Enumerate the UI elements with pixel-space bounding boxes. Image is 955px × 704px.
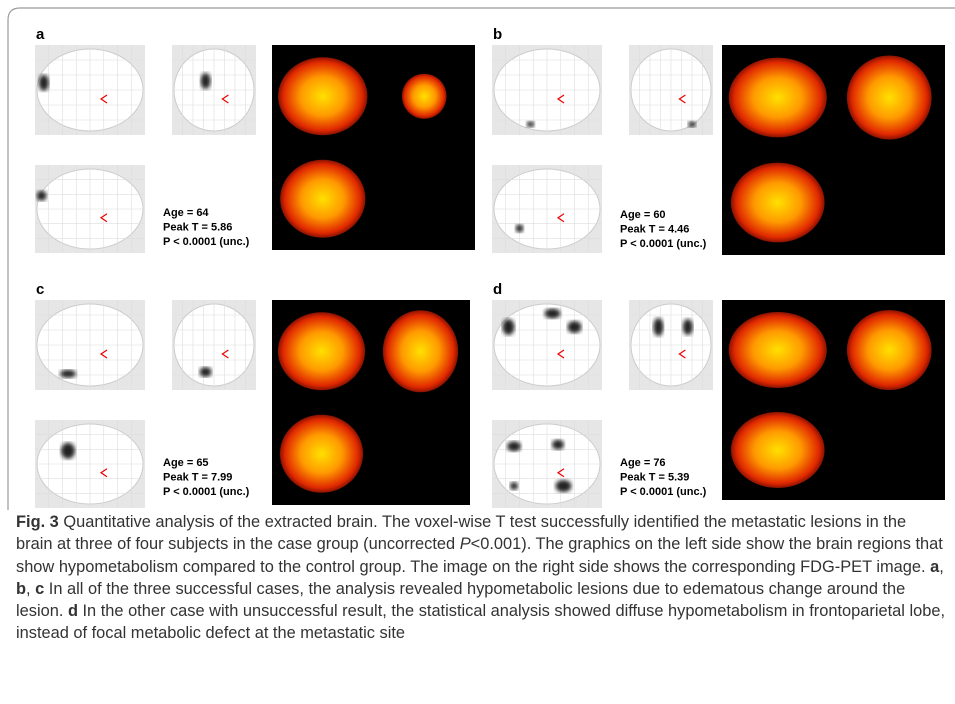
lesion-blob [37, 191, 47, 201]
lesion-blob [556, 480, 572, 492]
glass-brain [35, 300, 145, 390]
glass-brain [35, 165, 145, 253]
caption-label: Fig. 3 [16, 513, 59, 531]
glass-brain [629, 45, 713, 135]
stat-line: Age = 60 [620, 209, 666, 221]
stat-line: P < 0.0001 (unc.) [620, 238, 707, 250]
lesion-blob [61, 443, 75, 459]
panel-label: b [493, 26, 502, 43]
lesion-blob [60, 370, 76, 378]
caption-text: In the other case with unsuccessful resu… [16, 602, 945, 642]
stat-line: Age = 76 [620, 457, 666, 469]
lesion-blob [568, 321, 582, 333]
lesion-blob [527, 121, 535, 127]
lesion-blob [507, 441, 521, 451]
caption-text: , [939, 558, 944, 576]
panel-label: d [493, 281, 502, 298]
pet-slice [729, 58, 827, 138]
pet-slice [847, 56, 932, 140]
pet-slice [731, 163, 825, 243]
stat-line: Peak T = 5.86 [163, 222, 232, 234]
glass-brain [492, 300, 602, 390]
glass-brain [492, 420, 602, 508]
caption-text: b [16, 580, 26, 598]
pet-slice [847, 310, 932, 390]
glass-brain [172, 300, 256, 390]
caption-text: d [68, 602, 78, 620]
stat-line: Peak T = 5.39 [620, 472, 689, 484]
lesion-blob [39, 75, 49, 91]
stat-line: Peak T = 4.46 [620, 224, 689, 236]
lesion-blob [683, 319, 693, 335]
pet-slice [729, 312, 827, 388]
stat-line: P < 0.0001 (unc.) [163, 236, 250, 248]
glass-brain [35, 420, 145, 508]
figure: a Age = 64 Peak T = 5.86 P < 0.0001 (unc.) b… [0, 0, 955, 510]
panel-label: a [36, 26, 45, 43]
lesion-blob [503, 319, 515, 335]
page: a Age = 64 Peak T = 5.86 P < 0.0001 (unc.) b… [0, 0, 955, 704]
caption-text: c [35, 580, 44, 598]
stat-line: P < 0.0001 (unc.) [620, 486, 707, 498]
caption-text: a [930, 558, 939, 576]
stat-line: Age = 64 [163, 207, 209, 219]
stat-line: P < 0.0001 (unc.) [163, 486, 250, 498]
caption-text: P [460, 535, 471, 553]
glass-brain [35, 45, 145, 135]
lesion-blob [688, 121, 696, 127]
lesion-blob [545, 309, 561, 319]
glass-brain [172, 45, 256, 135]
caption: Fig. 3 Quantitative analysis of the extr… [16, 511, 946, 645]
glass-brain [492, 165, 602, 253]
pet-image [272, 45, 475, 250]
pet-slice [278, 312, 365, 390]
pet-image [722, 300, 945, 500]
pet-image [272, 300, 470, 505]
pet-slice [402, 74, 447, 119]
lesion-blob [200, 367, 212, 377]
pet-image [722, 45, 945, 255]
pet-slice [280, 160, 365, 238]
glass-brain [629, 300, 713, 390]
pet-slice [278, 57, 367, 135]
pet-slice [280, 415, 363, 493]
glass-brain [492, 45, 602, 135]
lesion-blob [552, 440, 564, 450]
lesion-blob [510, 482, 518, 490]
stat-line: Age = 65 [163, 457, 209, 469]
pet-slice [383, 310, 458, 392]
lesion-blob [516, 224, 524, 232]
lesion-blob [653, 318, 663, 336]
pet-slice [731, 412, 825, 488]
panel-label: c [36, 281, 44, 298]
stat-line: Peak T = 7.99 [163, 472, 232, 484]
caption-text: , [26, 580, 35, 598]
lesion-blob [201, 73, 211, 89]
